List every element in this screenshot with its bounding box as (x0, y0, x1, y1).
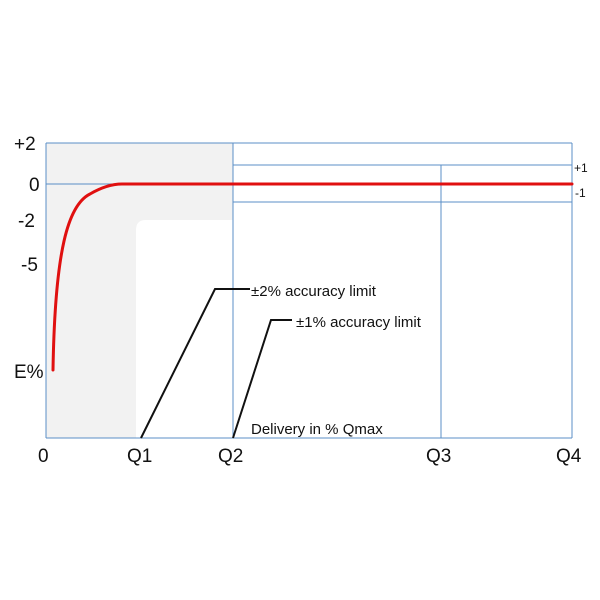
x-label-q4: Q4 (556, 446, 582, 467)
y-axis-title: E% (14, 362, 44, 383)
x-label-q3: Q3 (426, 446, 451, 467)
band-label-minus1: -1 (575, 186, 586, 200)
annotation-delivery: Delivery in % Qmax (251, 421, 383, 438)
y-label-zero: 0 (29, 175, 40, 196)
y-label-plus2: +2 (14, 134, 36, 155)
annotation-1pct-limit: ±1% accuracy limit (296, 314, 422, 331)
error-curve (51, 182, 574, 372)
shaded-zone (46, 143, 233, 438)
x-label-q1: Q1 (127, 446, 152, 467)
x-label-q2: Q2 (218, 446, 243, 467)
y-label-minus2: -2 (18, 211, 35, 232)
band-label-plus1: +1 (574, 161, 588, 175)
leader-2pct (140, 288, 250, 439)
leader-1pct (232, 319, 292, 439)
x-label-zero: 0 (38, 446, 49, 467)
annotation-2pct-limit: ±2% accuracy limit (251, 283, 377, 300)
y-label-minus5: -5 (21, 255, 38, 276)
